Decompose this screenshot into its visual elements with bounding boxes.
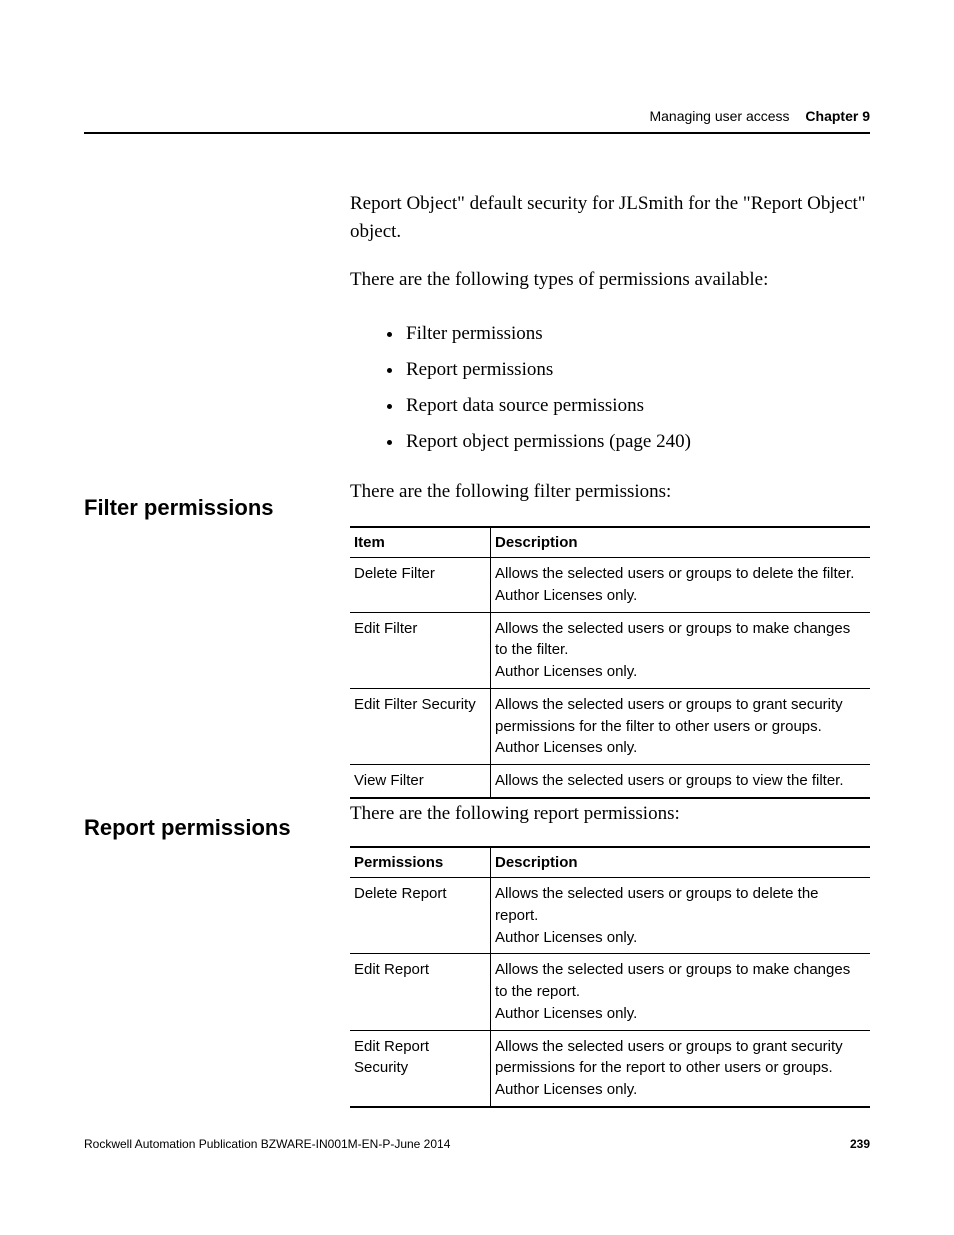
table-header-description: Description	[491, 847, 871, 878]
table-header-item: Item	[350, 527, 491, 558]
header-rule	[84, 132, 870, 134]
report-permissions-table: Permissions Description Delete Report Al…	[350, 846, 870, 1108]
table-row: Edit Filter Allows the selected users or…	[350, 612, 870, 688]
header-section: Managing user access	[649, 108, 789, 124]
cell-desc: Allows the selected users or groups to g…	[491, 1030, 871, 1107]
filter-permissions-table: Item Description Delete Filter Allows th…	[350, 526, 870, 799]
cell-desc: Allows the selected users or groups to d…	[491, 558, 871, 613]
permission-types-list: Filter permissions Report permissions Re…	[386, 316, 884, 460]
list-item: Filter permissions	[404, 316, 884, 352]
header-chapter: Chapter 9	[805, 108, 870, 124]
table-header-permissions: Permissions	[350, 847, 491, 878]
report-heading: Report permissions	[84, 815, 291, 841]
table-header-description: Description	[491, 527, 871, 558]
cell-item: View Filter	[350, 765, 491, 798]
cell-desc: Allows the selected users or groups to m…	[491, 954, 871, 1030]
cell-desc: Allows the selected users or groups to v…	[491, 765, 871, 798]
intro-para-2: There are the following types of permiss…	[350, 266, 870, 294]
footer-publication: Rockwell Automation Publication BZWARE-I…	[84, 1137, 450, 1151]
table-row: Delete Filter Allows the selected users …	[350, 558, 870, 613]
cell-item: Edit Report	[350, 954, 491, 1030]
table-row: Edit Report Security Allows the selected…	[350, 1030, 870, 1107]
report-lead: There are the following report permissio…	[350, 800, 870, 828]
cell-desc: Allows the selected users or groups to g…	[491, 688, 871, 764]
table-row: Delete Report Allows the selected users …	[350, 878, 870, 954]
page-footer: Rockwell Automation Publication BZWARE-I…	[84, 1137, 870, 1151]
list-item: Report data source permissions	[404, 388, 884, 424]
table-row: Edit Report Allows the selected users or…	[350, 954, 870, 1030]
page: Managing user access Chapter 9 Report Ob…	[0, 0, 954, 1235]
list-item: Report permissions	[404, 352, 884, 388]
footer-page-number: 239	[850, 1137, 870, 1151]
cell-item: Delete Report	[350, 878, 491, 954]
running-header: Managing user access Chapter 9	[649, 108, 870, 124]
cell-item: Edit Report Security	[350, 1030, 491, 1107]
filter-lead: There are the following filter permissio…	[350, 478, 870, 506]
cell-item: Edit Filter	[350, 612, 491, 688]
filter-heading: Filter permissions	[84, 495, 274, 521]
table-row: View Filter Allows the selected users or…	[350, 765, 870, 798]
cell-desc: Allows the selected users or groups to d…	[491, 878, 871, 954]
cell-desc: Allows the selected users or groups to m…	[491, 612, 871, 688]
cell-item: Delete Filter	[350, 558, 491, 613]
table-row: Edit Filter Security Allows the selected…	[350, 688, 870, 764]
list-item: Report object permissions (page 240)	[404, 424, 884, 460]
intro-para-1: Report Object" default security for JLSm…	[350, 190, 870, 245]
cell-item: Edit Filter Security	[350, 688, 491, 764]
